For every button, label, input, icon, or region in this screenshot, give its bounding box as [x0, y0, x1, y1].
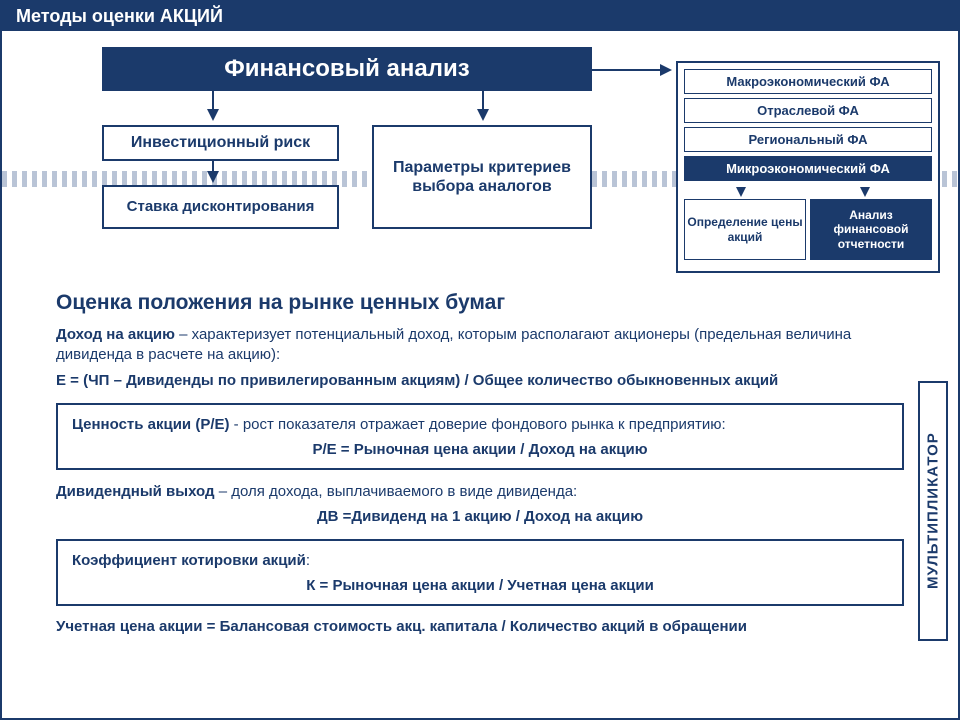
- section-title: Оценка положения на рынке ценных бумаг: [56, 291, 904, 315]
- arrow-down-icon: [207, 109, 219, 121]
- fa-price-determination: Определение цены акций: [684, 199, 806, 260]
- eps-formula: Е = (ЧП – Дивиденды по привилегированным…: [56, 372, 904, 389]
- eps-para: Доход на акцию – характеризует потенциал…: [56, 325, 904, 366]
- arrow-stem: [212, 91, 214, 111]
- box-analog-params: Параметры критериев выбора аналогов: [372, 125, 592, 229]
- eps-desc: – характеризует потенциальный доход, кот…: [56, 326, 851, 363]
- box-financial-analysis: Финансовый анализ: [102, 47, 592, 91]
- box-investment-risk: Инвестиционный риск: [102, 125, 339, 161]
- book-value-formula: Учетная цена акции = Балансовая стоимост…: [56, 618, 904, 635]
- kk-formula: К = Рыночная цена акции / Учетная цена а…: [72, 577, 888, 594]
- kk-term: Коэффициент котировки акций: [72, 552, 306, 569]
- fa-side-panel: Макроэкономический ФА Отраслевой ФА Реги…: [676, 61, 940, 273]
- dv-desc: – доля дохода, выплачиваемого в виде див…: [215, 483, 578, 500]
- pe-formula: P/E = Рыночная цена акции / Доход на акц…: [72, 441, 888, 458]
- dv-formula: ДВ =Дивиденд на 1 акцию / Доход на акцию: [56, 508, 904, 525]
- fa-regional: Региональный ФА: [684, 127, 932, 152]
- fa-sector: Отраслевой ФА: [684, 98, 932, 123]
- multiplier-label: МУЛЬТИПЛИКАТОР: [918, 381, 948, 641]
- pe-box: Ценность акции (P/E) - рост показателя о…: [56, 403, 904, 470]
- top-diagram: Финансовый анализ Инвестиционный риск Ст…: [2, 31, 958, 273]
- arrow-down-icon: [477, 109, 489, 121]
- page-header: Методы оценки АКЦИЙ: [2, 2, 958, 31]
- arrow-stem: [482, 91, 484, 111]
- arrow-down-icon: [207, 171, 219, 183]
- fa-micro: Микроэкономический ФА: [684, 156, 932, 181]
- box-discount-rate: Ставка дисконтирования: [102, 185, 339, 229]
- eps-term: Доход на акцию: [56, 326, 175, 343]
- kk-desc: :: [306, 552, 310, 569]
- arrow-right-icon: [660, 64, 672, 76]
- kk-box: Коэффициент котировки акций: К = Рыночна…: [56, 539, 904, 606]
- fa-statement-analysis: Анализ финансовой отчетности: [810, 199, 932, 260]
- arrow-line: [592, 69, 662, 71]
- content-section: МУЛЬТИПЛИКАТОР Оценка положения на рынке…: [2, 273, 958, 635]
- pe-term: Ценность акции (P/E): [72, 416, 230, 433]
- fa-arrows: [684, 185, 932, 199]
- pe-desc: - рост показателя отражает доверие фондо…: [230, 416, 726, 433]
- dv-term: Дивидендный выход: [56, 483, 215, 500]
- fa-macro: Макроэкономический ФА: [684, 69, 932, 94]
- dv-para: Дивидендный выход – доля дохода, выплачи…: [56, 482, 904, 502]
